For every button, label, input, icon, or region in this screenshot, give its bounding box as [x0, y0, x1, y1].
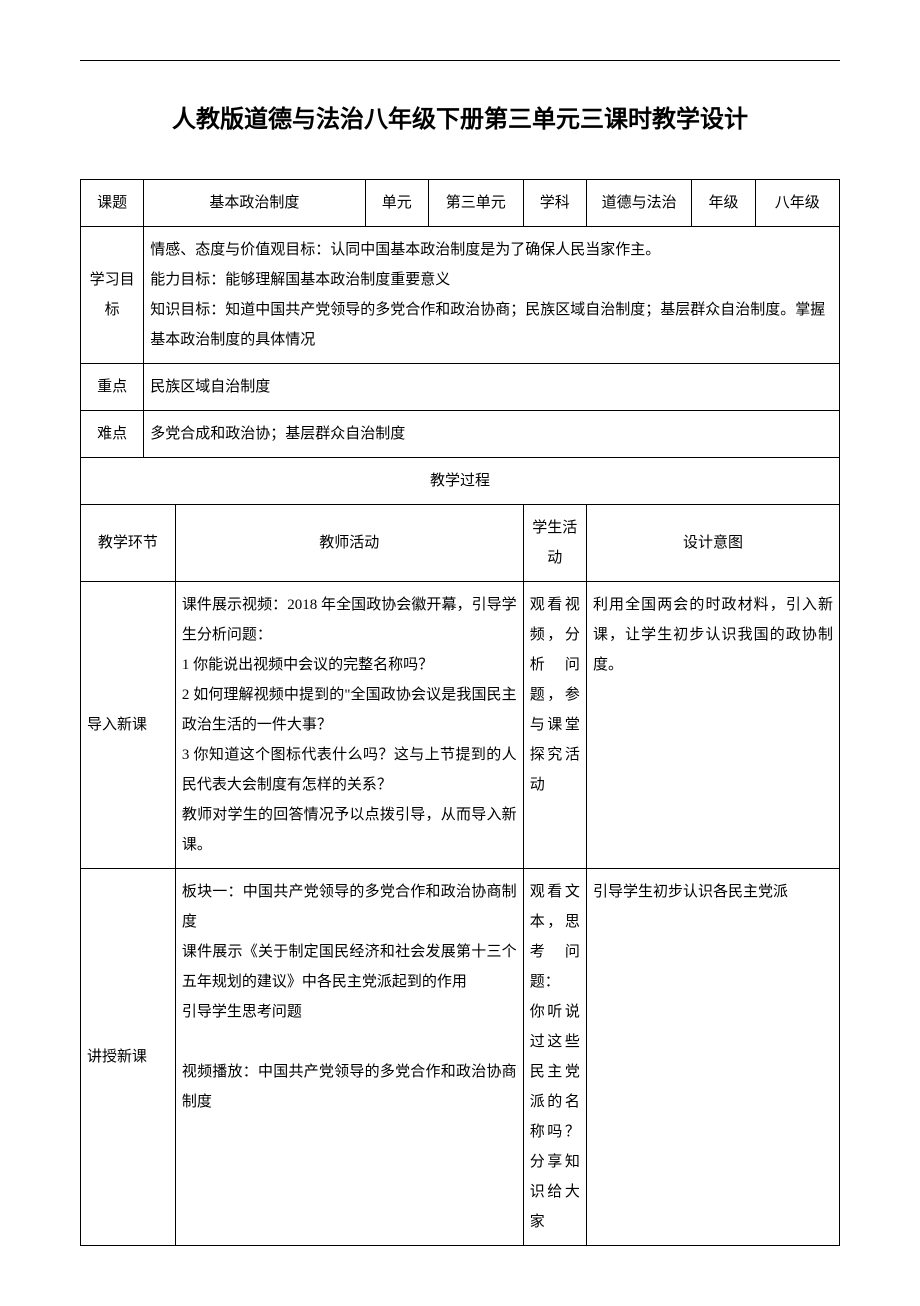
difficulty-row: 难点 多党合成和政治协；基层群众自治制度	[81, 411, 840, 458]
goals-row: 学习目标 情感、态度与价值观目标：认同中国基本政治制度是为了确保人民当家作主。 …	[81, 227, 840, 364]
header-row: 课题 基本政治制度 单元 第三单元 学科 道德与法治 年级 八年级	[81, 180, 840, 227]
process-header: 教学过程	[81, 458, 840, 505]
subject-value: 道德与法治	[586, 180, 691, 227]
label-subject: 学科	[523, 180, 586, 227]
label-topic: 课题	[81, 180, 144, 227]
grade-value: 八年级	[755, 180, 839, 227]
label-grade: 年级	[692, 180, 755, 227]
process-header-row: 教学过程	[81, 458, 840, 505]
col-phase: 教学环节	[81, 505, 176, 582]
intent-cell: 利用全国两会的时政材料，引入新课，让学生初步认识我国的政协制度。	[586, 582, 839, 869]
difficulty-content: 多党合成和政治协；基层群众自治制度	[144, 411, 840, 458]
process-columns-row: 教学环节 教师活动 学生活动 设计意图	[81, 505, 840, 582]
col-intent: 设计意图	[586, 505, 839, 582]
col-teacher: 教师活动	[175, 505, 523, 582]
goals-content: 情感、态度与价值观目标：认同中国基本政治制度是为了确保人民当家作主。 能力目标：…	[144, 227, 840, 364]
teacher-cell: 课件展示视频：2018 年全国政协会徽开幕，引导学生分析问题： 1 你能说出视频…	[175, 582, 523, 869]
table-row: 导入新课 课件展示视频：2018 年全国政协会徽开幕，引导学生分析问题： 1 你…	[81, 582, 840, 869]
label-difficulty: 难点	[81, 411, 144, 458]
teacher-cell: 板块一：中国共产党领导的多党合作和政治协商制度 课件展示《关于制定国民经济和社会…	[175, 869, 523, 1246]
col-student: 学生活动	[523, 505, 586, 582]
intent-cell: 引导学生初步认识各民主党派	[586, 869, 839, 1246]
top-divider	[80, 60, 840, 61]
student-cell: 观看视频，分析问题，参与课堂探究活动	[523, 582, 586, 869]
keypoint-row: 重点 民族区域自治制度	[81, 364, 840, 411]
student-cell: 观看文本，思考问题： 你听说过这些民主党派的名称吗？分享知识给大家	[523, 869, 586, 1246]
unit-value: 第三单元	[428, 180, 523, 227]
label-goals: 学习目标	[81, 227, 144, 364]
keypoint-content: 民族区域自治制度	[144, 364, 840, 411]
label-keypoint: 重点	[81, 364, 144, 411]
page-title: 人教版道德与法治八年级下册第三单元三课时教学设计	[80, 101, 840, 139]
label-unit: 单元	[365, 180, 428, 227]
topic-value: 基本政治制度	[144, 180, 365, 227]
lesson-plan-table: 课题 基本政治制度 单元 第三单元 学科 道德与法治 年级 八年级 学习目标 情…	[80, 179, 840, 1246]
phase-cell: 讲授新课	[81, 869, 176, 1246]
phase-cell: 导入新课	[81, 582, 176, 869]
table-row: 讲授新课 板块一：中国共产党领导的多党合作和政治协商制度 课件展示《关于制定国民…	[81, 869, 840, 1246]
